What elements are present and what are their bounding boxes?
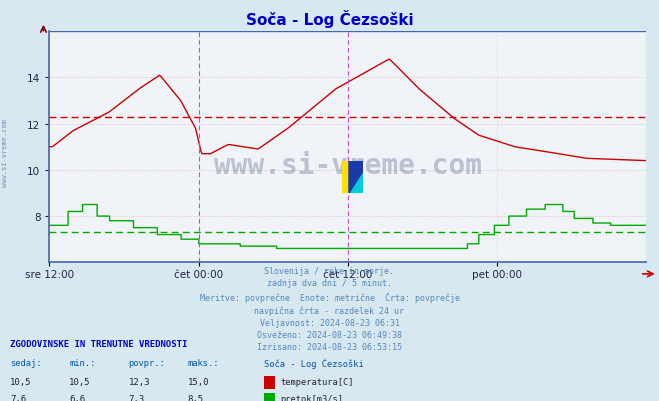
Text: 6,6: 6,6 (69, 394, 85, 401)
Text: 10,5: 10,5 (69, 377, 91, 386)
Text: 10,5: 10,5 (10, 377, 32, 386)
Text: www.si-vreme.com: www.si-vreme.com (214, 152, 482, 180)
Text: 12,3: 12,3 (129, 377, 150, 386)
Text: 7,6: 7,6 (10, 394, 26, 401)
Text: maks.:: maks.: (188, 358, 219, 367)
Text: Soča - Log Čezsoški: Soča - Log Čezsoški (246, 10, 413, 28)
Text: sedaj:: sedaj: (10, 358, 42, 367)
Text: Soča - Log Čezsoški: Soča - Log Čezsoški (264, 358, 363, 369)
Text: temperatura[C]: temperatura[C] (281, 377, 355, 386)
Polygon shape (349, 161, 362, 194)
Text: Slovenija / reke in morje.
zadnja dva dni / 5 minut.
Meritve: povprečne  Enote: : Slovenija / reke in morje. zadnja dva dn… (200, 267, 459, 351)
Text: 7,3: 7,3 (129, 394, 144, 401)
Text: www.si-vreme.com: www.si-vreme.com (2, 118, 9, 186)
Text: 8,5: 8,5 (188, 394, 204, 401)
Text: povpr.:: povpr.: (129, 358, 165, 367)
Text: 15,0: 15,0 (188, 377, 210, 386)
Text: pretok[m3/s]: pretok[m3/s] (281, 394, 344, 401)
Text: ZGODOVINSKE IN TRENUTNE VREDNOSTI: ZGODOVINSKE IN TRENUTNE VREDNOSTI (10, 339, 187, 348)
Polygon shape (349, 172, 362, 194)
Text: min.:: min.: (69, 358, 96, 367)
